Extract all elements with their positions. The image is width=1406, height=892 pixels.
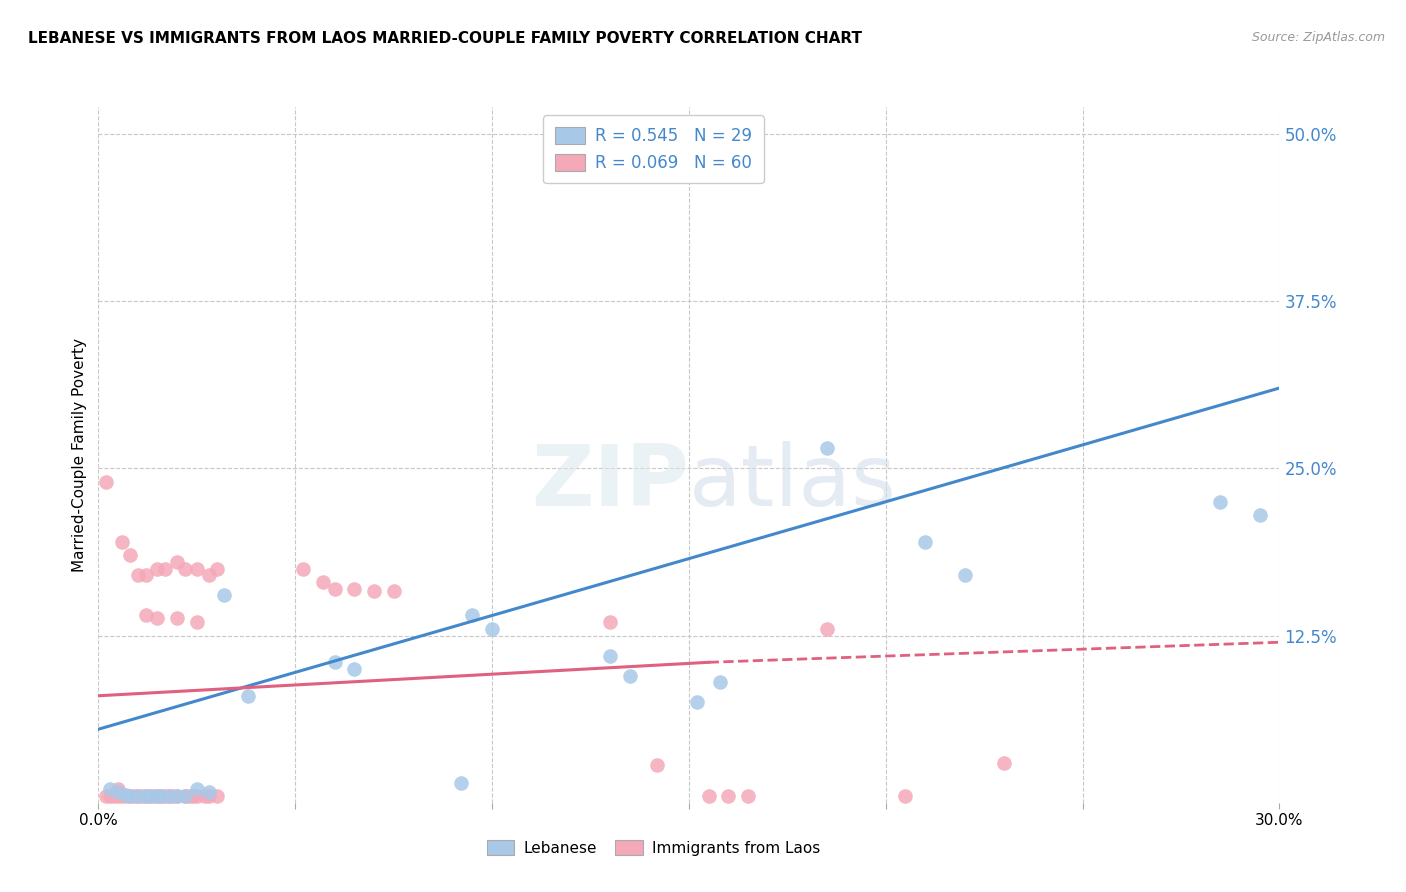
Point: [166, 555, 188, 569]
Point: [717, 789, 740, 804]
Point: [205, 789, 228, 804]
Point: [197, 568, 219, 582]
Text: ZIP: ZIP: [531, 442, 689, 524]
Point: [186, 615, 208, 630]
Point: [815, 442, 838, 455]
Text: atlas: atlas: [689, 442, 897, 524]
Point: [107, 789, 129, 804]
Point: [155, 789, 177, 804]
Point: [142, 789, 165, 804]
Point: [815, 622, 838, 636]
Point: [166, 611, 188, 625]
Point: [292, 562, 315, 576]
Point: [157, 789, 180, 804]
Point: [186, 562, 208, 576]
Point: [166, 789, 188, 804]
Point: [709, 675, 731, 690]
Point: [98, 782, 121, 797]
Point: [1209, 494, 1232, 508]
Point: [103, 789, 125, 804]
Point: [953, 568, 976, 582]
Point: [107, 785, 129, 799]
Point: [135, 568, 157, 582]
Point: [450, 776, 472, 790]
Point: [177, 789, 200, 804]
Point: [343, 582, 366, 596]
Point: [98, 789, 121, 804]
Point: [96, 789, 118, 804]
Point: [914, 534, 936, 549]
Text: Source: ZipAtlas.com: Source: ZipAtlas.com: [1251, 31, 1385, 45]
Point: [343, 662, 366, 676]
Point: [686, 696, 709, 710]
Point: [118, 789, 141, 804]
Point: [146, 611, 169, 625]
Point: [150, 789, 173, 804]
Point: [205, 562, 228, 576]
Point: [174, 789, 197, 804]
Point: [118, 548, 141, 563]
Point: [894, 789, 917, 804]
Point: [737, 789, 759, 804]
Point: [122, 789, 145, 804]
Point: [236, 689, 259, 703]
Point: [127, 789, 149, 804]
Point: [146, 562, 169, 576]
Point: [150, 789, 173, 804]
Point: [619, 669, 641, 683]
Point: [186, 789, 208, 804]
Point: [1249, 508, 1271, 523]
Point: [697, 789, 720, 804]
Y-axis label: Married-Couple Family Poverty: Married-Couple Family Poverty: [72, 338, 87, 572]
Point: [162, 789, 184, 804]
Point: [135, 789, 157, 804]
Point: [115, 788, 138, 802]
Point: [382, 584, 405, 599]
Point: [155, 562, 177, 576]
Point: [323, 582, 346, 596]
Point: [157, 789, 180, 804]
Point: [186, 782, 208, 797]
Point: [131, 789, 153, 804]
Point: [197, 785, 219, 799]
Point: [312, 575, 335, 590]
Point: [993, 756, 1015, 770]
Point: [214, 589, 236, 603]
Point: [174, 562, 197, 576]
Point: [461, 608, 484, 623]
Point: [146, 789, 169, 804]
Point: [323, 655, 346, 669]
Point: [138, 789, 160, 804]
Point: [111, 789, 134, 804]
Text: LEBANESE VS IMMIGRANTS FROM LAOS MARRIED-COUPLE FAMILY POVERTY CORRELATION CHART: LEBANESE VS IMMIGRANTS FROM LAOS MARRIED…: [28, 31, 862, 46]
Point: [127, 789, 149, 804]
Point: [146, 789, 169, 804]
Point: [135, 789, 157, 804]
Point: [135, 608, 157, 623]
Point: [197, 789, 219, 804]
Point: [599, 648, 621, 663]
Point: [599, 615, 621, 630]
Point: [181, 789, 204, 804]
Point: [118, 789, 141, 804]
Legend: Lebanese, Immigrants from Laos: Lebanese, Immigrants from Laos: [478, 830, 830, 864]
Point: [647, 758, 669, 772]
Point: [111, 534, 134, 549]
Point: [166, 789, 188, 804]
Point: [194, 789, 217, 804]
Point: [363, 584, 385, 599]
Point: [174, 789, 197, 804]
Point: [115, 789, 138, 804]
Point: [138, 789, 160, 804]
Point: [127, 568, 149, 582]
Point: [96, 475, 118, 489]
Point: [481, 622, 503, 636]
Point: [107, 782, 129, 797]
